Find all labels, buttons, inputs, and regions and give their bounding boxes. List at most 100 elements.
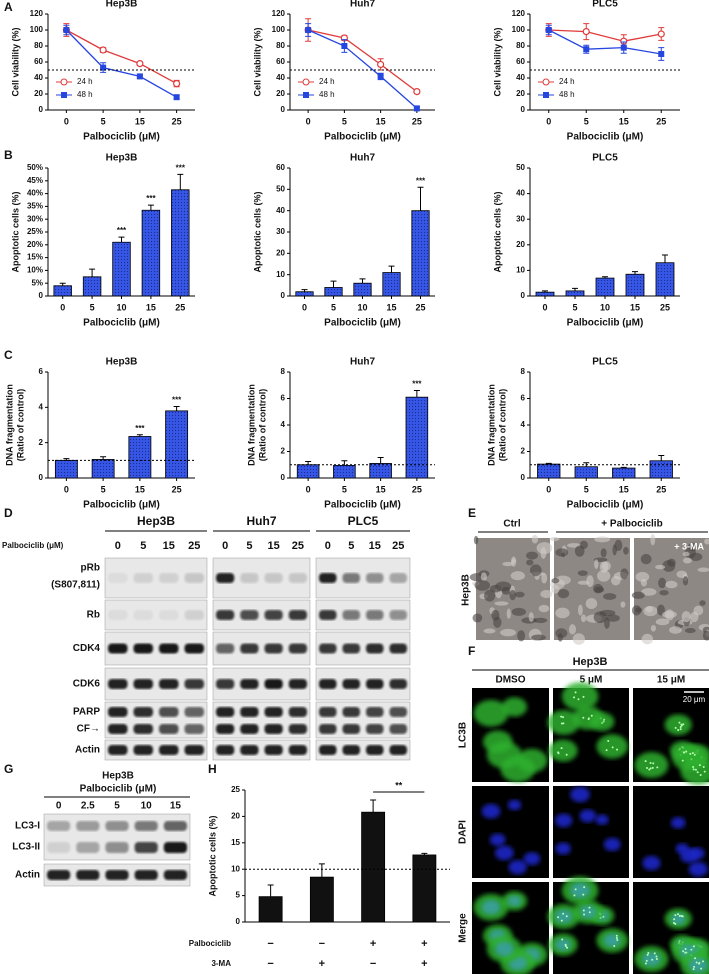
puncta <box>611 746 614 749</box>
x-tick-label: 5 <box>342 484 347 494</box>
puncta <box>557 752 560 755</box>
marker <box>136 59 144 68</box>
cell-texture <box>495 581 512 592</box>
cytoplasm <box>572 705 604 730</box>
puncta <box>656 766 659 769</box>
x-tick-label: 0 <box>302 302 307 312</box>
cell-texture <box>529 564 542 577</box>
condition-value: − <box>267 938 273 950</box>
blot-band <box>342 707 360 717</box>
row-label: pRb <box>81 563 100 574</box>
puncta <box>693 965 696 968</box>
puncta <box>651 958 654 961</box>
cell-texture <box>557 633 563 642</box>
cell-texture <box>690 611 699 623</box>
cell-texture <box>555 607 570 619</box>
x-tick-label: 5 <box>584 484 589 494</box>
y-tick-label: 30% <box>27 214 43 223</box>
blot-band <box>319 724 337 734</box>
cell-texture <box>577 570 588 576</box>
puncta <box>562 716 565 719</box>
y-tick-label: 40 <box>276 73 285 82</box>
blot-band <box>184 679 204 689</box>
puncta <box>699 774 702 777</box>
puncta <box>703 770 706 773</box>
blot-band <box>47 842 71 853</box>
blot-band <box>389 724 407 734</box>
nucleus <box>595 814 609 825</box>
y-tick-label: 0 <box>521 291 526 300</box>
series-line <box>307 29 418 93</box>
x-tick-label: 15 <box>135 116 145 126</box>
puncta <box>678 914 681 917</box>
y-tick-label: 50 <box>516 163 525 172</box>
cell-texture <box>641 633 654 645</box>
puncta <box>677 728 680 731</box>
nucleus <box>555 938 571 951</box>
cell-texture <box>551 578 560 584</box>
cell-texture <box>483 589 496 602</box>
y-tick-label: 6 <box>281 394 286 403</box>
bar <box>361 811 386 923</box>
cell-texture <box>594 536 611 543</box>
x-tick-label: 25 <box>660 302 670 312</box>
marker <box>377 73 384 80</box>
puncta <box>682 723 685 726</box>
y-tick-label: 5 <box>236 891 241 900</box>
marker <box>657 30 665 38</box>
blot-band <box>366 679 384 689</box>
x-tick-label: 25 <box>172 116 182 126</box>
dose-label: 25 <box>392 540 404 552</box>
cell-texture <box>538 604 550 613</box>
chart-title: PLC5 <box>592 0 618 10</box>
puncta <box>602 915 605 918</box>
puncta <box>561 938 564 941</box>
error-bar <box>377 456 384 464</box>
bar <box>595 277 615 297</box>
blot-band <box>184 724 204 734</box>
cell-texture <box>533 617 548 624</box>
y-axis-label: Apoptotic cells (%) <box>10 191 20 272</box>
marker <box>305 27 312 33</box>
x-tick-label: 5 <box>584 116 589 126</box>
cell-texture <box>614 539 623 552</box>
row-label: Rb <box>87 610 100 621</box>
condition-value: + <box>319 958 325 970</box>
y-axis-label: (Ratio of control) <box>15 389 25 462</box>
nucleus <box>570 882 590 899</box>
puncta <box>646 953 649 956</box>
y-tick-label: 30 <box>276 227 285 236</box>
bar <box>333 465 356 479</box>
y-tick-label: 2 <box>521 447 526 456</box>
cell-texture <box>681 611 691 623</box>
blot-band <box>389 610 407 620</box>
cell-texture <box>699 600 706 606</box>
blot-band <box>342 724 360 734</box>
puncta <box>684 947 687 950</box>
cell-texture <box>655 564 666 570</box>
cytoplasm <box>501 697 528 717</box>
panel-label: F <box>468 644 475 658</box>
blot-band <box>319 679 337 689</box>
cell-texture <box>585 598 598 610</box>
puncta <box>684 951 687 954</box>
y-axis-label: (Ratio of control) <box>257 389 267 462</box>
column-label: 5 μM <box>580 675 603 686</box>
group-label: Huh7 <box>247 514 277 528</box>
blot-band <box>184 707 204 717</box>
puncta <box>695 961 698 964</box>
y-tick-label: 25% <box>27 227 43 236</box>
row-label: Actin <box>15 870 40 881</box>
blot-band <box>240 643 259 654</box>
blot-band <box>47 821 71 831</box>
blot-band <box>342 573 360 583</box>
cell-texture <box>555 548 569 557</box>
blot-band <box>288 679 307 689</box>
error-bar <box>341 460 348 466</box>
dose-label: 0 <box>222 540 228 552</box>
x-tick-label: 5 <box>101 484 106 494</box>
chart-title: Hep3B <box>106 0 138 10</box>
blot-band <box>389 745 407 755</box>
x-tick-label: 10 <box>600 302 610 312</box>
bar <box>91 459 115 479</box>
